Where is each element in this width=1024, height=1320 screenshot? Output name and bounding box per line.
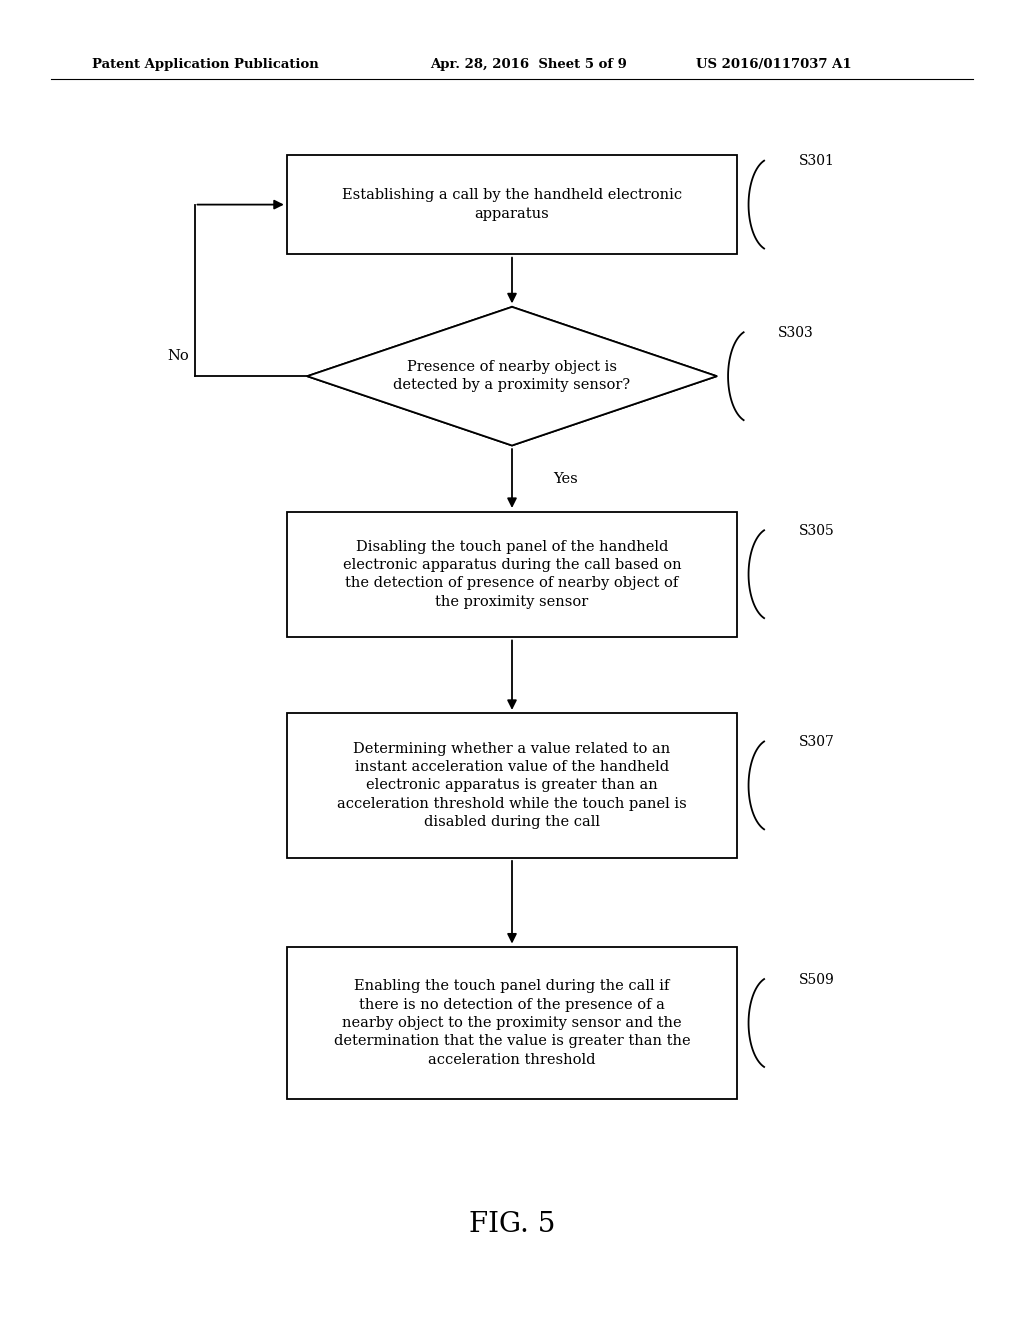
Text: Presence of nearby object is
detected by a proximity sensor?: Presence of nearby object is detected by… <box>393 360 631 392</box>
Text: US 2016/0117037 A1: US 2016/0117037 A1 <box>696 58 852 71</box>
Text: Yes: Yes <box>553 471 578 486</box>
Polygon shape <box>307 308 717 446</box>
Text: Determining whether a value related to an
instant acceleration value of the hand: Determining whether a value related to a… <box>337 742 687 829</box>
Text: Patent Application Publication: Patent Application Publication <box>92 58 318 71</box>
Bar <box>287 713 737 858</box>
Text: Apr. 28, 2016  Sheet 5 of 9: Apr. 28, 2016 Sheet 5 of 9 <box>430 58 627 71</box>
Text: Disabling the touch panel of the handheld
electronic apparatus during the call b: Disabling the touch panel of the handhel… <box>343 540 681 609</box>
Text: No: No <box>168 350 189 363</box>
Text: S509: S509 <box>799 973 835 987</box>
Text: S303: S303 <box>778 326 814 341</box>
Text: Enabling the touch panel during the call if
there is no detection of the presenc: Enabling the touch panel during the call… <box>334 979 690 1067</box>
Text: S307: S307 <box>799 735 835 748</box>
Text: S305: S305 <box>799 524 835 539</box>
Bar <box>287 948 737 1098</box>
Text: S301: S301 <box>799 154 835 169</box>
Text: Establishing a call by the handheld electronic
apparatus: Establishing a call by the handheld elec… <box>342 189 682 220</box>
Bar <box>287 512 737 638</box>
Text: FIG. 5: FIG. 5 <box>469 1212 555 1238</box>
Bar <box>287 154 737 253</box>
